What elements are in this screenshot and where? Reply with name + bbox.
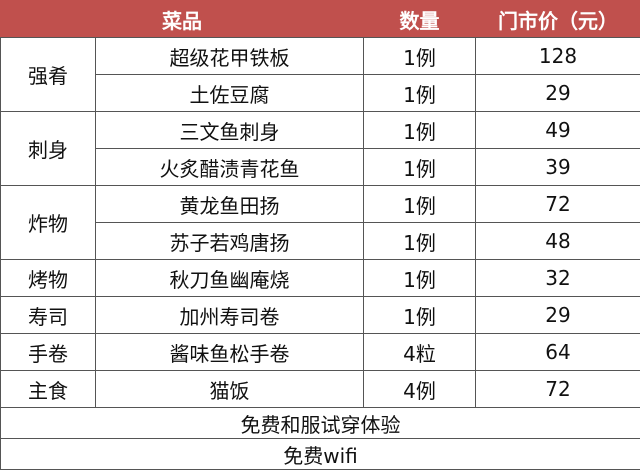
category-cell: 强肴 xyxy=(0,37,96,112)
price-cell: 72 xyxy=(475,370,640,408)
name-cell: 苏子若鸡唐扬 xyxy=(95,222,364,260)
qty-cell: 4例 xyxy=(363,370,476,408)
price-cell: 49 xyxy=(475,111,640,149)
price-cell: 64 xyxy=(475,333,640,371)
table-row: 强肴 超级花甲铁板 1例 128 xyxy=(0,37,640,112)
category-cell: 烤物 xyxy=(0,259,96,297)
table-row: 刺身 三文鱼刺身 1例 49 xyxy=(0,111,640,186)
price-cell: 128 xyxy=(475,37,640,75)
name-cell: 火炙醋渍青花鱼 xyxy=(95,148,364,186)
name-cell: 猫饭 xyxy=(95,370,364,408)
name-cell: 秋刀鱼幽庵烧 xyxy=(95,259,364,297)
name-cell: 土佐豆腐 xyxy=(95,74,364,112)
table-row: 寿司 加州寿司卷 1例 29 xyxy=(0,296,640,334)
name-cell: 黄龙鱼田扬 xyxy=(95,185,364,223)
category-cell: 寿司 xyxy=(0,296,96,334)
header-qty: 数量 xyxy=(363,0,476,38)
footer-note: 免费wifi xyxy=(0,438,640,470)
qty-cell: 1例 xyxy=(363,111,476,149)
table-row: 烤物 秋刀鱼幽庵烧 1例 32 xyxy=(0,259,640,297)
table-row: 手卷 酱味鱼松手卷 4粒 64 xyxy=(0,333,640,371)
table-row: 炸物 黄龙鱼田扬 1例 72 xyxy=(0,185,640,260)
name-cell: 超级花甲铁板 xyxy=(95,37,364,75)
qty-cell: 1例 xyxy=(363,148,476,186)
price-cell: 32 xyxy=(475,259,640,297)
price-cell: 39 xyxy=(475,148,640,186)
table-row: 苏子若鸡唐扬 1例 48 xyxy=(1,222,640,260)
category-cell: 炸物 xyxy=(0,185,96,260)
footer-note: 免费和服试穿体验 xyxy=(0,407,640,439)
qty-cell: 1例 xyxy=(363,296,476,334)
name-cell: 三文鱼刺身 xyxy=(95,111,364,149)
qty-cell: 1例 xyxy=(363,259,476,297)
qty-cell: 1例 xyxy=(363,74,476,112)
price-cell: 48 xyxy=(475,222,640,260)
header-price: 门市价（元） xyxy=(475,0,640,38)
footer-row: 免费和服试穿体验 xyxy=(0,407,640,439)
price-cell: 29 xyxy=(475,296,640,334)
header-dish: 菜品 xyxy=(0,0,364,38)
footer-row: 免费wifi xyxy=(0,438,640,470)
qty-cell: 4粒 xyxy=(363,333,476,371)
category-cell: 刺身 xyxy=(0,111,96,186)
price-cell: 29 xyxy=(475,74,640,112)
price-cell: 72 xyxy=(475,185,640,223)
qty-cell: 1例 xyxy=(363,37,476,75)
table-row: 土佐豆腐 1例 29 xyxy=(1,74,640,112)
qty-cell: 1例 xyxy=(363,185,476,223)
qty-cell: 1例 xyxy=(363,222,476,260)
table-row: 主食 猫饭 4例 72 xyxy=(0,370,640,408)
category-cell: 主食 xyxy=(0,370,96,408)
category-cell: 手卷 xyxy=(0,333,96,371)
name-cell: 酱味鱼松手卷 xyxy=(95,333,364,371)
table-row: 火炙醋渍青花鱼 1例 39 xyxy=(1,148,640,186)
name-cell: 加州寿司卷 xyxy=(95,296,364,334)
header-row: 菜品 数量 门市价（元） xyxy=(0,0,640,38)
